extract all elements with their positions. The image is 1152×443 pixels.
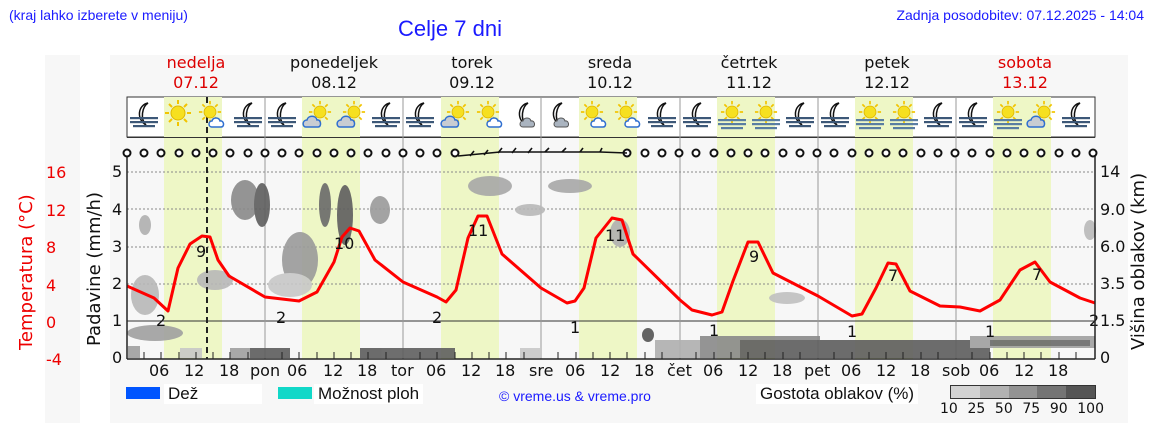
- x-tick-label: pon: [250, 361, 281, 380]
- daylight-bands: [164, 97, 1051, 359]
- density-swatch: [1066, 386, 1095, 398]
- x-axis-ticks: [143, 352, 1077, 359]
- svg-text:1: 1: [985, 322, 995, 341]
- temp-tick: 0: [46, 313, 57, 332]
- svg-text:9: 9: [196, 242, 206, 261]
- rain-legend-label: Dež: [164, 384, 262, 404]
- temperature-labels: 2 9 2 10 2 11 1 11 1 9 1 7 1 7: [156, 221, 1042, 341]
- x-tick-label: sre: [529, 361, 554, 380]
- x-tick-label: sob: [942, 361, 971, 380]
- svg-text:1: 1: [709, 321, 719, 340]
- x-tick-label: 18: [495, 361, 516, 380]
- day-header: sreda 10.12: [587, 53, 633, 92]
- precip-tick: 0: [112, 348, 123, 367]
- cloud-density-layer: [127, 176, 1096, 358]
- density-tick: 10: [940, 401, 958, 417]
- precip-tick: 5: [112, 162, 123, 181]
- day-header: sobota 13.12: [997, 53, 1053, 92]
- precip-tick: 3: [112, 237, 123, 256]
- cloud-height-tick: 1.5: [1100, 311, 1126, 330]
- svg-text:10: 10: [334, 234, 354, 253]
- x-tick-label: čet: [667, 361, 692, 380]
- cloud-height-tick: 6.0: [1100, 237, 1126, 256]
- x-tick-label: 06: [979, 361, 1000, 380]
- density-swatch: [1037, 386, 1067, 398]
- x-tick-label: 06: [426, 361, 447, 380]
- temp-tick: 12: [46, 201, 67, 220]
- cloud-height-tick: 14: [1100, 162, 1121, 181]
- x-tick-label: 18: [219, 361, 240, 380]
- last-update: Zadnja posodobitev: 07.12.2025 - 14:04: [896, 7, 1144, 23]
- x-tick-label: 18: [357, 361, 378, 380]
- x-tick-label: 06: [841, 361, 862, 380]
- x-tick-label: 06: [565, 361, 586, 380]
- x-tick-label: 12: [738, 361, 759, 380]
- cloud-density-scale: [950, 385, 1096, 399]
- density-tick: 50: [994, 401, 1013, 417]
- temp-tick: 8: [46, 238, 57, 257]
- storm-swatch: [278, 387, 312, 399]
- svg-text:11: 11: [468, 221, 488, 240]
- x-tick-label: 12: [184, 361, 205, 380]
- day-header: petek 12.12: [864, 53, 910, 92]
- x-tick-label: tor: [391, 361, 414, 380]
- day-header: četrtek 11.12: [720, 53, 778, 92]
- copyright-link[interactable]: © vreme.us & vreme.pro: [499, 388, 651, 404]
- x-tick-label: 18: [1048, 361, 1069, 380]
- svg-text:11: 11: [605, 226, 625, 245]
- precip-tick: 1: [112, 311, 123, 330]
- temp-tick: 16: [46, 163, 67, 182]
- x-tick-label: 12: [323, 361, 344, 380]
- svg-text:2: 2: [276, 308, 286, 327]
- density-swatch: [979, 386, 1009, 398]
- density-tick: 100: [1077, 401, 1104, 417]
- day-header: ponedeljek 08.12: [290, 53, 378, 92]
- density-tick: 75: [1022, 401, 1041, 417]
- x-tick-label: 12: [461, 361, 482, 380]
- density-swatch: [1008, 386, 1038, 398]
- location-menu-hint[interactable]: (kraj lahko izberete v meniju): [9, 7, 188, 23]
- precip-tick: 4: [112, 200, 123, 219]
- wind-calm-markers: [122, 148, 1098, 158]
- svg-text:1: 1: [570, 318, 580, 337]
- svg-text:9: 9: [749, 247, 759, 266]
- day-header: nedelja 07.12: [166, 53, 226, 92]
- temp-tick: -4: [46, 350, 62, 369]
- svg-text:7: 7: [1032, 265, 1042, 284]
- svg-text:7: 7: [888, 266, 898, 285]
- rain-swatch: [126, 387, 160, 399]
- density-tick: 25: [967, 401, 986, 417]
- x-tick-label: 06: [287, 361, 308, 380]
- precip-tick: 2: [112, 274, 123, 293]
- svg-text:2: 2: [156, 311, 166, 330]
- svg-text:2: 2: [432, 308, 442, 327]
- storm-legend-label: Možnost ploh: [314, 384, 424, 404]
- x-tick-label: 12: [600, 361, 621, 380]
- cloud-height-tick: 3.5: [1100, 274, 1126, 293]
- wind-barbs: [457, 147, 628, 157]
- x-tick-label: 06: [149, 361, 170, 380]
- svg-text:1: 1: [847, 322, 857, 341]
- x-tick-label: 18: [772, 361, 793, 380]
- x-tick-label: 12: [876, 361, 897, 380]
- density-swatch: [951, 386, 980, 398]
- cloud-density-label: Gostota oblakov (%): [756, 384, 919, 404]
- day-header: torek 09.12: [449, 53, 495, 92]
- temp-tick: 4: [46, 276, 57, 295]
- x-tick-label: pet: [804, 361, 831, 380]
- cloud-height-tick: 0: [1100, 348, 1111, 367]
- temp-axis-panel: [45, 55, 80, 423]
- cloud-density-ticks: 10 25 50 75 90 100: [940, 401, 1104, 417]
- page-title: Celje 7 dni: [398, 16, 502, 41]
- cloud-height-tick: 9.0: [1100, 200, 1126, 219]
- density-tick: 90: [1049, 401, 1068, 417]
- x-tick-label: 06: [703, 361, 724, 380]
- x-tick-label: 18: [634, 361, 655, 380]
- x-tick-label: 12: [1014, 361, 1035, 380]
- x-tick-label: 18: [910, 361, 931, 380]
